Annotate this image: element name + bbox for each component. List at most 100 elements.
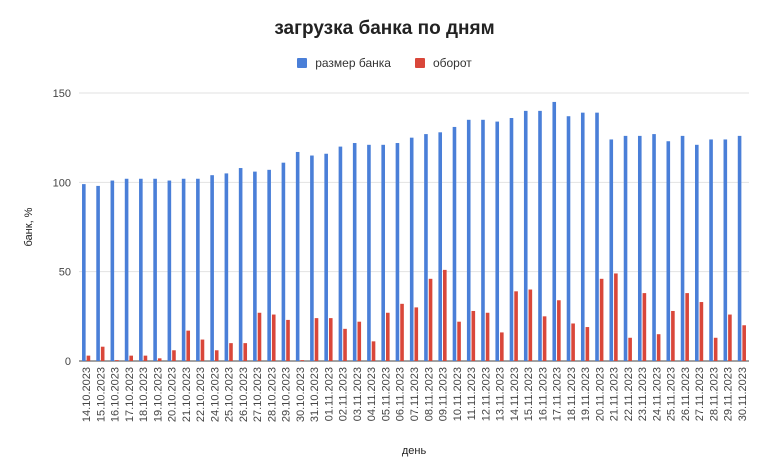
bar-turnover xyxy=(656,334,661,361)
x-tick-label: 31.10.2023 xyxy=(309,367,321,422)
bar-bank-size xyxy=(666,141,671,361)
bar-bank-size xyxy=(324,153,328,361)
bar-bank-size xyxy=(709,139,713,361)
bar-bank-size xyxy=(623,135,628,361)
x-tick-label: 10.11.2023 xyxy=(452,367,464,421)
x-tick-label: 26.10.2023 xyxy=(238,367,250,422)
bar-turnover xyxy=(115,360,119,361)
x-tick-label: 16.11.2023 xyxy=(537,367,549,421)
bar-bank-size xyxy=(481,119,485,361)
x-tick-label: 25.11.2023 xyxy=(666,367,678,421)
bar-turnover xyxy=(200,339,205,361)
bar-bank-size xyxy=(737,135,742,361)
x-tick-label: 18.11.2023 xyxy=(566,367,578,421)
bar-bank-size xyxy=(609,139,614,361)
bar-bank-size xyxy=(281,162,286,361)
x-tick-label: 17.11.2023 xyxy=(552,367,564,421)
bar-turnover xyxy=(542,316,547,361)
x-tick-label: 19.11.2023 xyxy=(580,367,592,421)
bar-turnover xyxy=(129,355,133,361)
bar-turnover xyxy=(557,300,561,361)
x-tick-label: 03.11.2023 xyxy=(352,367,364,421)
bar-bank-size xyxy=(652,134,656,361)
x-tick-label: 28.11.2023 xyxy=(708,367,720,421)
x-tick-label: 21.11.2023 xyxy=(609,367,621,421)
legend-swatch-turnover xyxy=(414,58,425,68)
y-axis-title: банк, % xyxy=(23,207,35,246)
bar-bank-size xyxy=(124,178,129,361)
bar-turnover xyxy=(457,321,461,361)
bar-bank-size xyxy=(452,126,457,362)
bar-bank-size xyxy=(595,112,599,361)
x-tick-label: 12.11.2023 xyxy=(480,367,492,421)
bar-turnover xyxy=(343,328,347,361)
bar-bank-size xyxy=(139,178,143,361)
bar-turnover xyxy=(314,318,319,361)
x-tick-label: 30.10.2023 xyxy=(295,367,307,422)
bar-turnover xyxy=(157,358,162,361)
bar-bank-size xyxy=(238,168,243,361)
x-tick-label: 24.10.2023 xyxy=(209,367,221,422)
bar-bank-size xyxy=(295,151,300,361)
bar-turnover xyxy=(414,307,419,361)
legend-label-turnover: оборот xyxy=(432,56,472,70)
x-tick-label: 30.11.2023 xyxy=(737,367,749,421)
y-tick-label: 100 xyxy=(53,177,71,189)
bar-turnover xyxy=(742,325,746,361)
x-tick-label: 29.11.2023 xyxy=(723,367,735,421)
bar-turnover xyxy=(671,310,675,361)
bar-bank-size xyxy=(509,118,514,361)
legend-item-turnover: оборот xyxy=(414,56,472,70)
bar-turnover xyxy=(214,350,219,361)
bar-turnover xyxy=(385,312,390,361)
bar-bank-size xyxy=(110,180,115,361)
x-tick-label: 27.11.2023 xyxy=(694,367,706,421)
bar-turnover xyxy=(371,341,376,361)
x-tick-label: 15.10.2023 xyxy=(95,367,107,422)
bar-turnover xyxy=(500,332,504,361)
bar-turnover xyxy=(728,314,732,361)
x-tick-label: 04.11.2023 xyxy=(366,367,378,421)
x-tick-label: 25.10.2023 xyxy=(224,367,236,422)
bar-bank-size xyxy=(637,135,642,361)
bar-turnover xyxy=(685,293,689,361)
bar-bank-size xyxy=(495,121,500,361)
x-tick-label: 26.11.2023 xyxy=(680,367,692,421)
x-tick-label: 29.10.2023 xyxy=(281,367,293,422)
bar-bank-size xyxy=(224,173,229,361)
bar-turnover xyxy=(528,289,533,361)
bar-bank-size xyxy=(438,132,443,361)
bar-bank-size xyxy=(253,171,257,361)
y-tick-label: 150 xyxy=(53,88,71,100)
bar-bank-size xyxy=(167,180,172,361)
bar-bank-size xyxy=(723,139,728,361)
bar-bank-size xyxy=(196,178,200,361)
bar-bank-size xyxy=(210,175,214,361)
bar-turnover xyxy=(300,360,305,361)
chart-title: загрузка банка по дням xyxy=(274,18,495,39)
x-tick-label: 27.10.2023 xyxy=(252,367,264,422)
x-tick-label: 05.11.2023 xyxy=(380,367,392,421)
x-tick-label: 17.10.2023 xyxy=(124,367,136,422)
bar-turnover xyxy=(357,321,362,361)
x-axis-title: день xyxy=(402,445,427,457)
x-tick-label: 09.11.2023 xyxy=(438,367,450,421)
bar-turnover xyxy=(571,323,575,361)
x-tick-label: 07.11.2023 xyxy=(409,367,421,421)
bar-turnover xyxy=(257,312,262,361)
x-tick-label: 18.10.2023 xyxy=(138,367,150,422)
bar-bank-size xyxy=(153,178,157,361)
bar-turnover xyxy=(243,343,248,361)
bar-bank-size xyxy=(538,110,542,361)
bar-bank-size xyxy=(338,146,343,361)
x-tick-label: 20.10.2023 xyxy=(167,367,179,422)
bar-bank-size xyxy=(523,110,528,361)
x-tick-label: 14.11.2023 xyxy=(509,367,521,421)
bar-turnover xyxy=(713,337,718,361)
x-tick-label: 01.11.2023 xyxy=(323,367,335,421)
x-tick-label: 06.11.2023 xyxy=(395,367,407,421)
chart-legend: размер банка оборот xyxy=(0,56,769,70)
x-tick-label: 24.11.2023 xyxy=(651,367,663,421)
